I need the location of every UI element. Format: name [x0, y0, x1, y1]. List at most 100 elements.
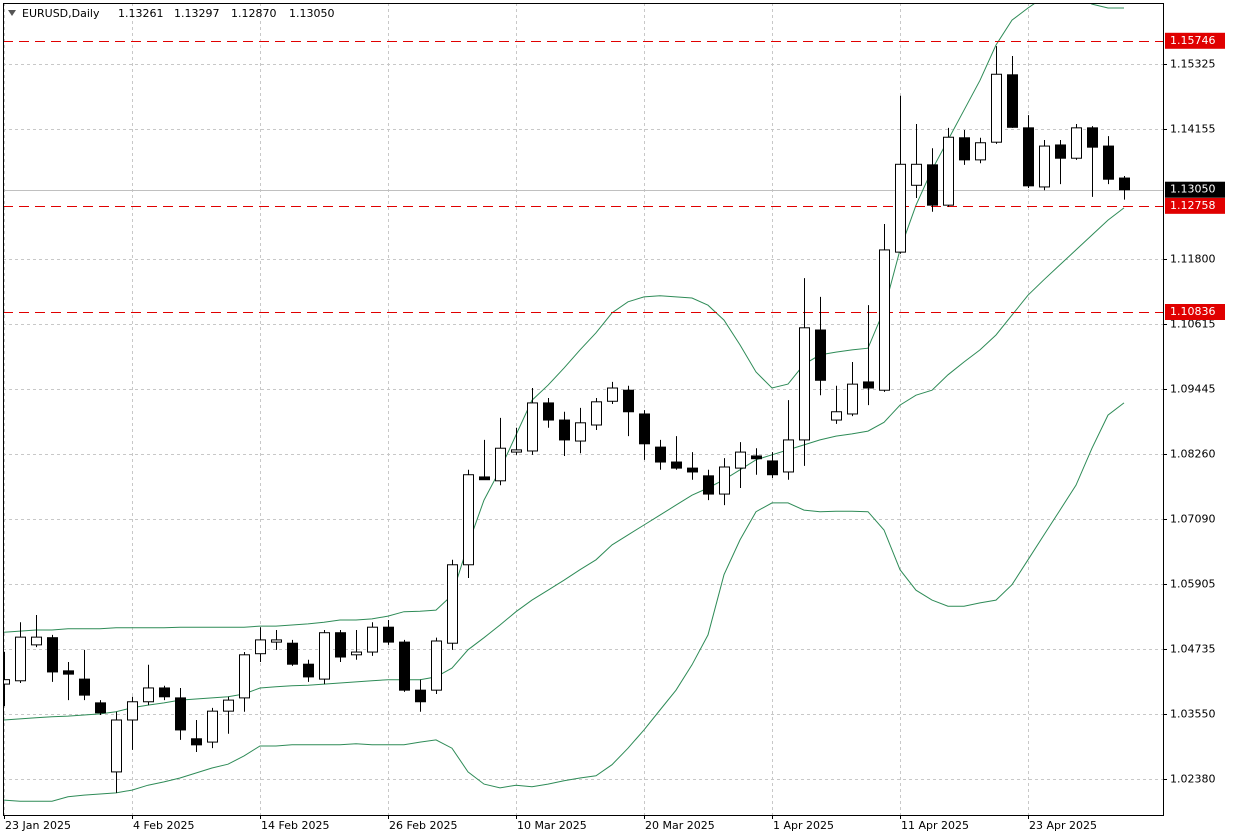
candle-body	[239, 654, 250, 699]
y-tick-label: 1.11800	[1170, 253, 1216, 266]
level-label: 1.12758	[1170, 199, 1216, 212]
header-close: 1.13050	[289, 7, 335, 20]
candle-body	[735, 451, 746, 469]
candle-body	[159, 687, 170, 698]
candle-body	[1071, 127, 1082, 159]
x-tick-label: 1 Apr 2025	[773, 819, 834, 832]
candle-body	[543, 402, 554, 421]
x-tick-label: 23 Apr 2025	[1029, 819, 1097, 832]
candle-body	[175, 697, 186, 731]
candle-body	[79, 678, 90, 696]
candle-body	[303, 663, 314, 678]
candle-body	[687, 467, 698, 473]
level-label: 1.10836	[1170, 305, 1216, 318]
candle-body	[575, 422, 586, 442]
candle-body	[655, 446, 666, 463]
candle-body	[335, 632, 346, 658]
last-price-label: 1.13050	[1170, 183, 1216, 196]
candle-body	[207, 710, 218, 743]
candle-body	[111, 719, 122, 773]
candle-body	[479, 476, 490, 481]
candle-body	[15, 636, 26, 682]
candle-body	[383, 626, 394, 643]
candle-body	[367, 626, 378, 653]
candle-body	[959, 137, 970, 161]
level-label-box	[1165, 32, 1225, 49]
y-tick-label: 1.14155	[1170, 123, 1216, 136]
candle-body	[815, 329, 826, 381]
axes: 1.15325 1.14155 1.11800 1.10615 1.09445 1.082…	[4, 32, 1225, 832]
candle-body	[431, 640, 442, 691]
candle-body	[607, 387, 618, 402]
x-tick-label: 20 Mar 2025	[645, 819, 715, 832]
candle-body	[127, 701, 138, 721]
candle-body	[1119, 177, 1130, 191]
candle-body	[47, 637, 58, 673]
candle-body	[879, 249, 890, 391]
candle-body	[1007, 74, 1018, 128]
x-tick-label: 23 Jan 2025	[5, 819, 71, 832]
candle-body	[511, 449, 522, 453]
candle-body	[799, 327, 810, 441]
candle-body	[991, 73, 1002, 143]
candle-body	[1055, 144, 1066, 159]
collapse-icon[interactable]	[8, 10, 16, 16]
candle-body	[767, 460, 778, 476]
candle-body	[95, 702, 106, 714]
candle-body	[3, 679, 10, 685]
candle-body	[191, 738, 202, 746]
x-tick-label: 14 Feb 2025	[261, 819, 329, 832]
level-label-box	[1165, 197, 1225, 214]
y-tick-label: 1.09445	[1170, 383, 1216, 396]
candle-body	[863, 381, 874, 389]
candle-body	[1087, 127, 1098, 148]
bollinger-band	[3, 3, 1124, 633]
candle-body	[783, 439, 794, 473]
x-tick-label: 11 Apr 2025	[901, 819, 969, 832]
candle-body	[415, 689, 426, 703]
candle-body	[591, 401, 602, 426]
level-label-box	[1165, 304, 1225, 321]
grid	[3, 3, 1163, 815]
candle-body	[975, 142, 986, 161]
candle-body	[895, 163, 906, 253]
header-open: 1.13261	[118, 7, 164, 20]
candle-body	[559, 419, 570, 441]
candle-body	[911, 163, 922, 186]
candle-body	[831, 411, 842, 421]
candle-body	[495, 447, 506, 482]
y-tick-label: 1.15325	[1170, 58, 1216, 71]
chart-title: EURUSD,Daily	[22, 7, 100, 20]
candle-body	[527, 402, 538, 452]
candle-body	[143, 687, 154, 703]
candle-body	[1103, 145, 1114, 180]
candle-body	[671, 461, 682, 469]
candle-body	[719, 466, 730, 495]
candle-body	[399, 641, 410, 691]
header-high: 1.13297	[174, 7, 220, 20]
y-tick-label: 1.05905	[1170, 578, 1216, 591]
candle-body	[63, 670, 74, 675]
y-tick-label: 1.04735	[1170, 643, 1216, 656]
candle-body	[351, 651, 362, 656]
y-tick-label: 1.02380	[1170, 773, 1216, 786]
y-tick-label: 1.10615	[1170, 318, 1216, 331]
candle-body	[255, 639, 266, 655]
candle-body	[847, 383, 858, 415]
y-tick-label: 1.03550	[1170, 708, 1216, 721]
candle-body	[927, 164, 938, 206]
candle-body	[463, 474, 474, 566]
x-tick-label: 26 Feb 2025	[389, 819, 457, 832]
candle-body	[447, 564, 458, 644]
candle-body	[223, 699, 234, 712]
candle-body	[943, 136, 954, 206]
plot-area	[3, 3, 1163, 802]
candle-body	[751, 455, 762, 460]
candle-body	[1039, 145, 1050, 188]
candle-body	[623, 389, 634, 413]
x-tick-label: 10 Mar 2025	[517, 819, 587, 832]
candle-body	[319, 632, 330, 680]
last-price-box	[1165, 181, 1225, 198]
header-low: 1.12870	[231, 7, 277, 20]
level-label: 1.15746	[1170, 34, 1216, 47]
